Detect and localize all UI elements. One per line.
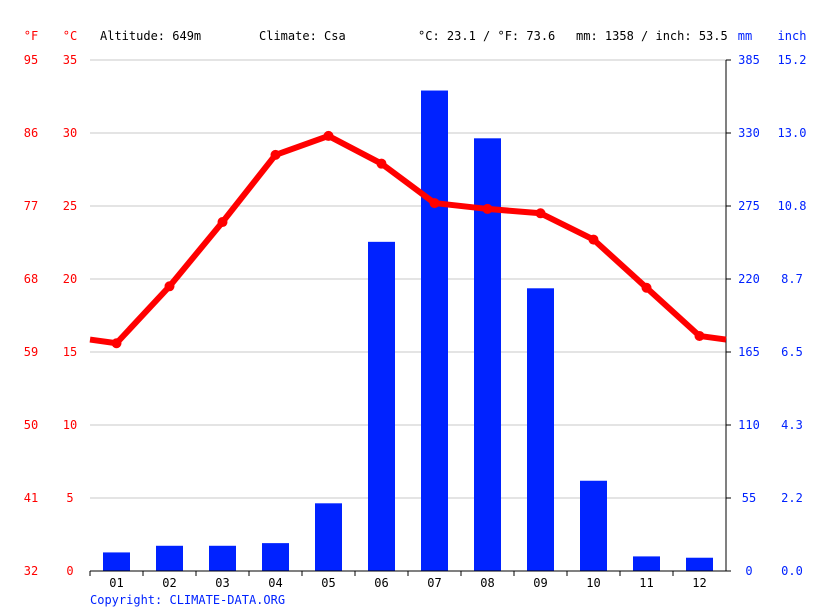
ytick-f-label: 68: [24, 272, 38, 286]
ytick-inch-label: 0.0: [781, 564, 803, 578]
ytick-inch-label: 10.8: [778, 199, 807, 213]
ytick-mm-label: 275: [738, 199, 760, 213]
xtick-label: 07: [427, 576, 441, 590]
temperature-point: [588, 234, 599, 245]
xtick-label: 01: [109, 576, 123, 590]
ytick-mm-label: 55: [742, 491, 756, 505]
xtick-label: 08: [480, 576, 494, 590]
precip-bar: [686, 557, 713, 571]
precip-bar: [368, 241, 395, 571]
temperature-point: [429, 198, 440, 209]
xtick-label: 02: [162, 576, 176, 590]
ytick-c-label: 25: [63, 199, 77, 213]
precip-bar: [633, 556, 660, 571]
ytick-f-label: 95: [24, 53, 38, 67]
temperature-point: [164, 281, 175, 292]
xtick-label: 10: [586, 576, 600, 590]
header-unit-inch: inch: [778, 29, 807, 43]
temperature-point: [111, 338, 122, 349]
precip-bar: [156, 545, 183, 571]
ytick-mm-label: 165: [738, 345, 760, 359]
xtick-label: 04: [268, 576, 282, 590]
temperature-point: [270, 149, 281, 160]
temperature-point: [641, 282, 652, 293]
header-unit-c: °C: [63, 29, 77, 43]
xtick-label: 11: [639, 576, 653, 590]
temperature-point: [535, 208, 546, 219]
ytick-mm-label: 0: [745, 564, 752, 578]
temperature-point: [694, 330, 705, 341]
precip-bar: [209, 545, 236, 571]
temperature-point: [217, 217, 228, 228]
ytick-c-label: 0: [66, 564, 73, 578]
temperature-series-line: [89, 132, 727, 347]
header-temp-avg: °C: 23.1 / °F: 73.6: [418, 29, 555, 43]
header-precip-total: mm: 1358 / inch: 53.5: [576, 29, 728, 43]
precipitation-bars: [103, 90, 713, 572]
precip-bar: [421, 90, 448, 571]
ytick-f-label: 41: [24, 491, 38, 505]
temperature-point: [323, 130, 334, 141]
xtick-label: 09: [533, 576, 547, 590]
axes: [89, 59, 731, 576]
ytick-inch-label: 13.0: [778, 126, 807, 140]
copyright-link[interactable]: Copyright: CLIMATE-DATA.ORG: [90, 593, 285, 607]
temperature-point: [482, 203, 493, 214]
ytick-mm-label: 330: [738, 126, 760, 140]
ytick-c-label: 5: [66, 491, 73, 505]
precip-bar: [103, 552, 130, 571]
tick-labels: 95 35 385 15.2 86 30 330 13.0 77 25 275 10.8 68 20 220…: [24, 53, 807, 590]
xtick-label: 06: [374, 576, 388, 590]
ytick-f-label: 50: [24, 418, 38, 432]
ytick-inch-label: 8.7: [781, 272, 803, 286]
xtick-label: 12: [692, 576, 706, 590]
ytick-mm-label: 385: [738, 53, 760, 67]
ytick-c-label: 15: [63, 345, 77, 359]
ytick-c-label: 35: [63, 53, 77, 67]
ytick-f-label: 77: [24, 199, 38, 213]
gridlines: [90, 59, 726, 499]
header-unit-f: °F: [24, 29, 38, 43]
ytick-f-label: 59: [24, 345, 38, 359]
ytick-c-label: 30: [63, 126, 77, 140]
header-unit-mm: mm: [738, 29, 752, 43]
xtick-label: 05: [321, 576, 335, 590]
ytick-mm-label: 110: [738, 418, 760, 432]
xtick-label: 03: [215, 576, 229, 590]
ytick-inch-label: 6.5: [781, 345, 803, 359]
ytick-f-label: 86: [24, 126, 38, 140]
ytick-inch-label: 2.2: [781, 491, 803, 505]
temperature-point: [376, 158, 387, 169]
ytick-inch-label: 15.2: [778, 53, 807, 67]
ytick-inch-label: 4.3: [781, 418, 803, 432]
precip-bar: [580, 480, 607, 571]
precip-bar: [527, 288, 554, 571]
ytick-mm-label: 220: [738, 272, 760, 286]
ytick-f-label: 32: [24, 564, 38, 578]
header-climate: Climate: Csa: [259, 29, 346, 43]
temperature-line: [89, 130, 727, 349]
header-altitude: Altitude: 649m: [100, 29, 201, 43]
ytick-c-label: 20: [63, 272, 77, 286]
precip-bar: [315, 503, 342, 571]
ytick-c-label: 10: [63, 418, 77, 432]
precip-bar: [262, 543, 289, 571]
precip-bar: [474, 138, 501, 572]
